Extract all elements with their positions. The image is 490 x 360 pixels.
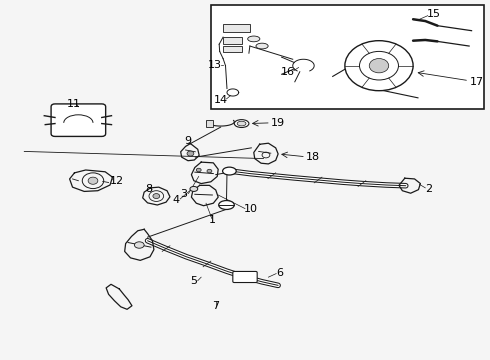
Circle shape (187, 151, 194, 156)
FancyBboxPatch shape (51, 104, 106, 136)
Circle shape (153, 194, 160, 199)
Circle shape (369, 59, 389, 73)
Text: 1: 1 (208, 215, 216, 225)
Text: 12: 12 (110, 176, 124, 186)
Ellipse shape (219, 201, 234, 210)
Text: 8: 8 (146, 184, 152, 194)
Text: 4: 4 (172, 195, 179, 204)
Bar (211, 5, 484, 109)
Bar (223, 37, 242, 44)
Text: 9: 9 (184, 136, 192, 147)
Text: 14: 14 (214, 95, 228, 105)
Bar (223, 46, 242, 52)
Text: 10: 10 (244, 204, 258, 214)
Ellipse shape (134, 242, 144, 248)
Circle shape (88, 177, 98, 184)
Text: 6: 6 (276, 268, 284, 278)
Circle shape (207, 169, 212, 173)
Text: 19: 19 (271, 118, 285, 128)
Text: 7: 7 (212, 301, 220, 311)
Text: 3: 3 (181, 189, 188, 199)
Text: 15: 15 (427, 9, 441, 18)
Text: 11: 11 (67, 99, 80, 109)
Text: 16: 16 (281, 67, 295, 77)
Text: 2: 2 (425, 184, 432, 194)
Text: 17: 17 (469, 77, 484, 87)
Bar (206, 120, 213, 127)
Ellipse shape (234, 120, 249, 127)
Ellipse shape (256, 43, 268, 49)
Text: 18: 18 (306, 152, 320, 162)
Text: 5: 5 (190, 276, 197, 286)
Circle shape (196, 168, 201, 172)
FancyBboxPatch shape (233, 271, 257, 283)
Text: 13: 13 (208, 60, 222, 70)
Ellipse shape (247, 36, 260, 42)
Ellipse shape (222, 167, 236, 175)
Ellipse shape (237, 121, 246, 126)
Ellipse shape (190, 186, 198, 192)
Bar (223, 24, 250, 32)
